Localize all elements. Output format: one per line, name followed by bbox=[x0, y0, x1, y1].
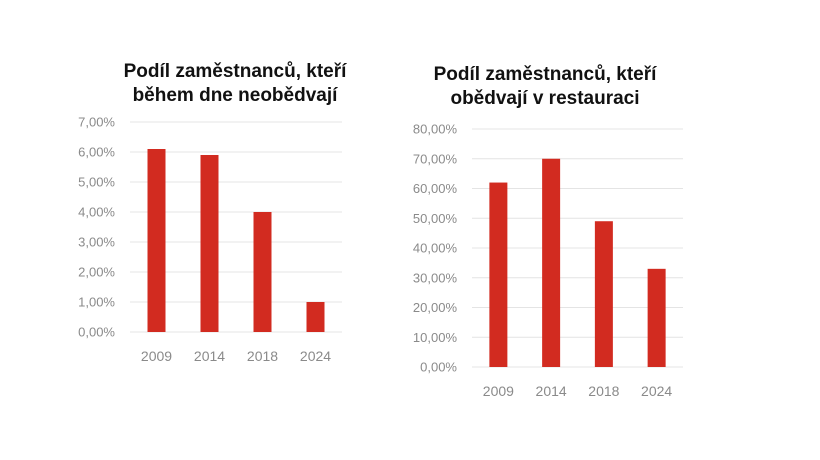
x-tick-label: 2014 bbox=[536, 383, 567, 399]
x-tick-label: 2024 bbox=[641, 383, 672, 399]
chart-title-line-2: během dne neobědvají bbox=[132, 85, 338, 106]
chart-title: Podíl zaměstnanců, kteří během dne neobě… bbox=[80, 60, 390, 108]
y-tick-label: 40,00% bbox=[413, 241, 458, 256]
y-tick-label: 4,00% bbox=[78, 205, 115, 220]
y-tick-label: 2,00% bbox=[78, 265, 115, 280]
bar-2014 bbox=[542, 158, 561, 367]
chart-title-line-2: obědvají v restauraci bbox=[450, 88, 640, 109]
x-tick-label: 2014 bbox=[194, 348, 225, 364]
y-tick-label: 30,00% bbox=[413, 270, 458, 285]
x-tick-label: 2018 bbox=[588, 383, 619, 399]
bar-2009 bbox=[147, 149, 166, 332]
bar-chart-plot: 0,00% 1,00% 2,00% 3,00% 4,00% 5,00% 6,00% 7,00%… bbox=[78, 115, 342, 364]
y-tick-label: 80,00% bbox=[413, 122, 458, 137]
bar-2009 bbox=[489, 182, 508, 367]
bar-2018 bbox=[594, 221, 613, 367]
x-tick-label: 2024 bbox=[300, 348, 331, 364]
bar-2014 bbox=[200, 155, 219, 332]
bar-2024 bbox=[647, 268, 666, 367]
y-tick-label: 0,00% bbox=[78, 325, 115, 340]
bar-2024 bbox=[306, 302, 325, 332]
y-tick-label: 60,00% bbox=[413, 181, 458, 196]
y-tick-label: 3,00% bbox=[78, 235, 115, 250]
chart-title-line-1: Podíl zaměstnanců, kteří bbox=[433, 64, 657, 85]
chart-skip-lunch: Podíl zaměstnanců, kteří během dne neobě… bbox=[78, 60, 390, 364]
chart-title-line-1: Podíl zaměstnanců, kteří bbox=[123, 61, 347, 82]
chart-title: Podíl zaměstnanců, kteří obědvají v rest… bbox=[390, 63, 700, 111]
y-tick-label: 20,00% bbox=[413, 300, 458, 315]
y-tick-label: 6,00% bbox=[78, 145, 115, 160]
bar-2018 bbox=[253, 212, 272, 332]
x-tick-label: 2018 bbox=[247, 348, 278, 364]
x-tick-label: 2009 bbox=[141, 348, 172, 364]
y-tick-label: 0,00% bbox=[420, 360, 457, 375]
y-tick-label: 7,00% bbox=[78, 115, 115, 130]
y-tick-label: 10,00% bbox=[413, 330, 458, 345]
y-tick-label: 50,00% bbox=[413, 211, 458, 226]
y-tick-label: 1,00% bbox=[78, 295, 115, 310]
y-tick-label: 5,00% bbox=[78, 175, 115, 190]
y-tick-label: 70,00% bbox=[413, 151, 458, 166]
x-tick-label: 2009 bbox=[483, 383, 514, 399]
